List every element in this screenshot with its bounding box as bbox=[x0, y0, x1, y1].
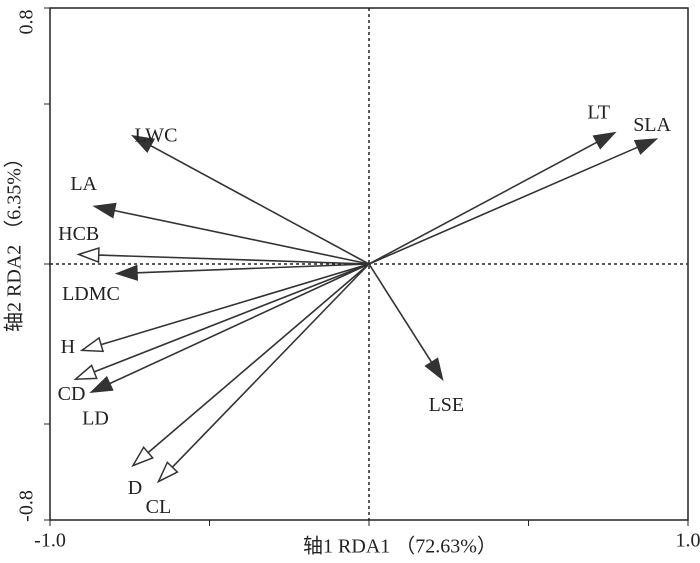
vector-shaft bbox=[368, 146, 639, 265]
vector-label: LT bbox=[587, 101, 610, 123]
vector-head bbox=[114, 264, 139, 281]
vector-head bbox=[130, 134, 156, 153]
vector-head bbox=[156, 461, 179, 484]
vector-label: CL bbox=[146, 496, 172, 518]
vector-shaft bbox=[93, 263, 370, 373]
vector-shaft bbox=[171, 263, 370, 468]
vector-shaft bbox=[114, 209, 370, 265]
vector-label: LA bbox=[70, 173, 97, 195]
vector-head bbox=[79, 336, 105, 353]
vector-head bbox=[424, 357, 444, 382]
vector-head bbox=[73, 364, 98, 381]
vector-head bbox=[92, 202, 117, 219]
vector-head bbox=[131, 445, 154, 468]
vector-head bbox=[592, 131, 617, 150]
vector-label: HCB bbox=[58, 223, 99, 245]
vector-label: D bbox=[128, 477, 142, 499]
vector-label: LD bbox=[82, 408, 109, 430]
vector-label: CD bbox=[58, 383, 86, 405]
vector-head bbox=[89, 375, 114, 393]
vector-label: SLA bbox=[633, 114, 671, 136]
vector-label: H bbox=[61, 336, 75, 358]
vector-head bbox=[76, 247, 100, 264]
vector-shaft bbox=[109, 263, 370, 385]
vector-shaft bbox=[368, 141, 598, 265]
vector-label: LSE bbox=[429, 394, 465, 416]
x-axis-label: 轴1 RDA1 （72.63%） bbox=[303, 535, 497, 558]
vector-shaft bbox=[368, 263, 433, 363]
vector-shaft bbox=[150, 144, 370, 265]
vector-shaft bbox=[100, 263, 370, 346]
vector-shaft bbox=[136, 263, 370, 274]
y-tick-label: 0.8 bbox=[16, 10, 38, 35]
vector-shaft bbox=[147, 263, 370, 454]
y-tick-label: -0.8 bbox=[16, 490, 38, 522]
vector-head bbox=[633, 138, 659, 155]
vector-label: LWC bbox=[134, 125, 177, 147]
vector-shaft bbox=[98, 254, 370, 265]
vector-label: LDMC bbox=[62, 283, 120, 305]
y-axis-label: 轴2 RDA2 （6.35%） bbox=[3, 148, 26, 332]
x-tick-label: -1.0 bbox=[34, 530, 66, 552]
x-tick-label: 1.0 bbox=[676, 530, 700, 552]
